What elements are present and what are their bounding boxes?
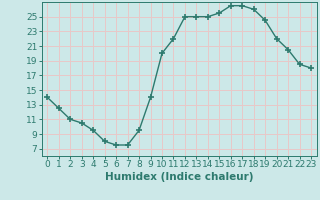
- X-axis label: Humidex (Indice chaleur): Humidex (Indice chaleur): [105, 172, 253, 182]
